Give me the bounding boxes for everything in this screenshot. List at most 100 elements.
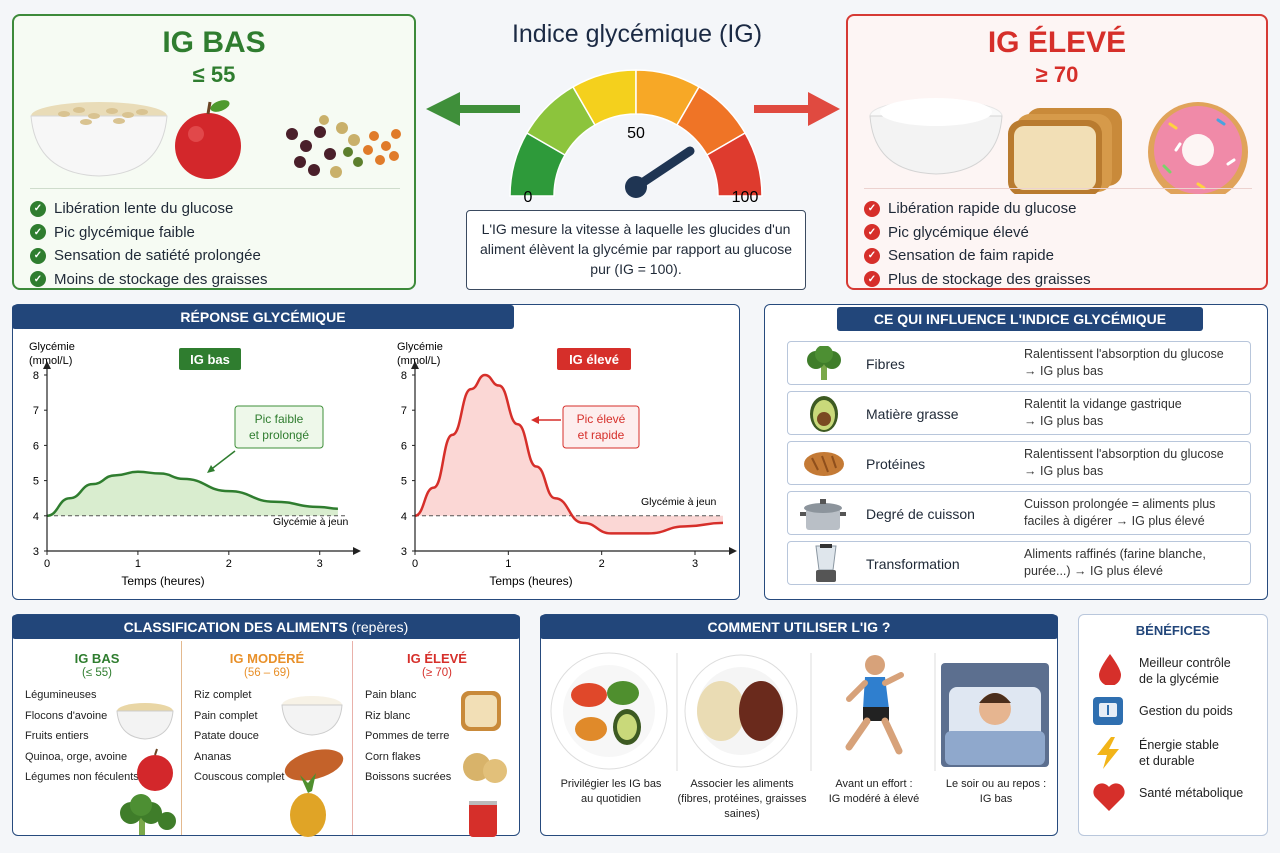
check-icon: ✓ [864,271,880,288]
response-curve [414,373,724,535]
class-col-title: IG BAS [74,651,120,666]
note-arrow-head [207,465,215,473]
moderate-foods-illustration [281,696,344,837]
influence-row: Matière grasse Ralentit la vidange gastr… [787,391,1251,435]
low-gi-title: IG BAS [162,26,266,59]
y-tick-label: 5 [33,476,39,488]
class-col-title: IG ÉLEVÉ [407,651,467,666]
arrow-right-icon [754,92,840,126]
gi-gauge: 0 50 100 [426,69,840,206]
avocado-icon [810,396,838,432]
runner-icon [845,655,904,755]
y-tick-label: 3 [33,546,39,558]
legumes-icon [286,115,401,178]
y-tick-label: 8 [401,370,407,382]
influence-name: Protéines [866,456,926,472]
response-area [415,375,723,534]
donut-icon [1148,102,1248,194]
check-icon: ✓ [30,247,46,264]
apple-icon [137,748,173,791]
x-axis-label: Temps (heures) [121,574,204,588]
x-axis-arrow [729,547,737,555]
class-food-list: Pain blanc Riz blanc Pommes de terre Corn f… [365,689,452,783]
y-tick-label: 5 [401,476,407,488]
blood-drop-icon [1099,654,1121,685]
note-arrow-head [531,416,539,424]
class-col-range: (56 – 69) [243,667,291,679]
low-gi-panel: IG BAS ≤ 55 ✓ Libération lente du glucose [12,14,416,290]
high-gi-badge: IG élevé [569,352,619,367]
broccoli-icon [807,346,841,380]
classification-col-low: IG BAS (≤ 55) Légumineuses Flocons d'avoi… [13,647,181,835]
high-gi-point: ✓ Sensation de faim rapide [864,244,1252,268]
y-tick-label: 7 [33,405,39,417]
influence-banner: CE QUI INFLUENCE L'INDICE GLYCÉMIQUE [837,307,1203,331]
y-axis-label: (mmol/L) [397,355,440,367]
check-icon: ✓ [864,200,880,217]
usage-caption: Associer les aliments (fibres, protéines,… [677,778,807,820]
broccoli-icon [120,794,176,835]
y-tick-label: 6 [33,440,39,452]
y-tick-label: 4 [33,511,39,523]
rice-bowl-icon [281,696,343,736]
y-axis-label: Glycémie [397,341,443,353]
y-tick-label: 4 [401,511,407,523]
pineapple-icon [290,773,326,837]
x-tick-label: 2 [599,558,605,570]
chicken-icon [804,452,844,476]
page-title: Indice glycémique (IG) [511,20,763,48]
high-gi-threshold: ≥ 70 [1035,62,1079,87]
high-gi-note: et rapide [578,428,625,442]
x-tick-label: 0 [412,558,418,570]
low-gi-badge-bg [179,348,241,370]
low-gi-threshold: ≤ 55 [192,62,236,87]
rice-beans-plate-icon [684,654,798,768]
high-gi-badge-bg [557,348,631,370]
x-tick-label: 3 [692,558,698,570]
sleeping-person-icon [941,663,1049,767]
influence-desc: Ralentit la vidange gastrique → IG plus b… [1024,397,1182,428]
low-gi-foods-illustration [30,100,401,179]
low-gi-note: et prolongé [249,428,309,442]
glycemic-response-section: RÉPONSE GLYCÉMIQUE Glycémie (mmol/L) IG … [12,304,740,600]
influence-section: CE QUI INFLUENCE L'INDICE GLYCÉMIQUE Fib… [764,304,1268,600]
high-gi-note: Pic élevé [577,412,626,426]
influence-name: Matière grasse [866,406,959,422]
high-gi-foods-illustration [869,98,1248,194]
check-icon: ✓ [30,271,46,288]
check-icon: ✓ [30,224,46,241]
gauge-segment [705,131,763,197]
low-gi-badge: IG bas [190,352,230,367]
legume-bowl-icon [116,703,174,740]
influence-row: Fibres Ralentissent l'absorption du gluc… [787,341,1251,385]
benefit-item: Énergie stable et durable [1139,738,1219,768]
low-gi-point: ✓ Moins de stockage des graisses [30,268,400,292]
high-gi-point: ✓ Libération rapide du glucose [864,197,1252,221]
low-gi-checklist: ✓ Libération lente du glucose ✓ Pic glycém… [30,188,400,291]
check-icon: ✓ [30,200,46,217]
bread-icon [461,691,501,731]
benefits-title: BÉNÉFICES [1135,623,1211,638]
usage-section: COMMENT UTILISER L'IG ? [540,614,1058,836]
note-arrow [208,450,236,472]
high-gi-point: ✓ Plus de stockage des graisses [864,268,1252,292]
classification-banner: CLASSIFICATION DES ALIMENTS (repères) [12,615,520,639]
y-tick-label: 6 [401,440,407,452]
benefit-item: Gestion du poids [1139,704,1233,718]
x-tick-label: 3 [317,558,323,570]
high-foods-illustration [461,691,507,837]
low-gi-note: Pic faible [255,412,304,426]
oat-bowl-icon [30,102,168,177]
benefits-section: BÉNÉFICES Meilleur contrôle de la glycémi… [1078,614,1268,836]
usage-caption: Avant un effort : IG modéré à élevé [828,778,920,805]
y-axis-label: (mmol/L) [29,355,72,367]
x-tick-label: 1 [135,558,141,570]
class-food-list: Riz complet Pain complet Patate douce Anana… [194,689,285,783]
y-axis-arrow [411,361,419,369]
y-axis-arrow [43,361,51,369]
x-axis-label: Temps (heures) [489,574,572,588]
influence-row: Protéines Ralentissent l'absorption du g… [787,441,1251,485]
x-tick-label: 0 [44,558,50,570]
class-col-title: IG MODÉRÉ [229,651,305,666]
y-axis-label: Glycémie [29,341,75,353]
